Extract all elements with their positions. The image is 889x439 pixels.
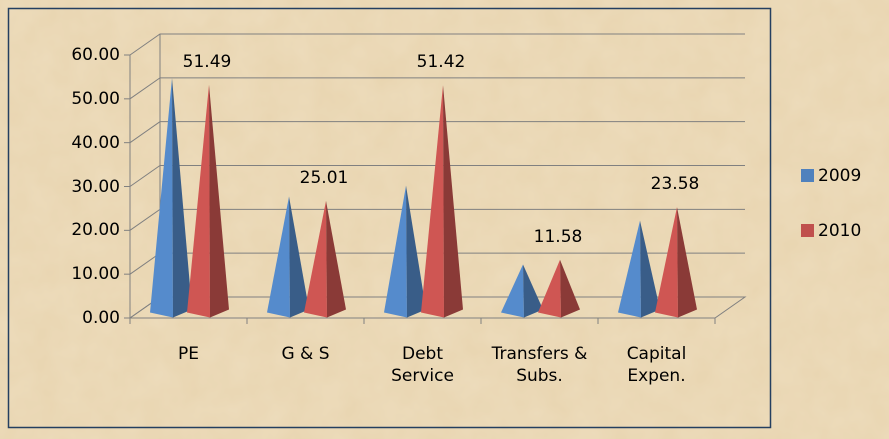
grid-line — [129, 165, 745, 187]
y-tick-label: 10.00 — [71, 264, 120, 285]
pyramid-face-lit — [267, 196, 290, 318]
pyramid-face-shade — [523, 264, 543, 318]
pyramid-face-shade — [172, 78, 192, 318]
grid-line — [129, 77, 745, 100]
legend-swatch — [801, 224, 814, 237]
y-tick-label: 50.00 — [71, 88, 120, 109]
pyramid — [384, 185, 426, 318]
pyramid — [267, 196, 309, 318]
pyramid — [304, 200, 346, 318]
pyramid-face-lit — [304, 200, 327, 318]
pyramid — [150, 78, 192, 318]
pyramid-face-lit — [150, 78, 173, 318]
data-label: 25.01 — [299, 167, 349, 188]
pyramid — [618, 220, 660, 318]
y-tick-label: 40.00 — [71, 132, 120, 153]
data-label: 51.42 — [416, 52, 466, 73]
grid-line — [129, 33, 745, 56]
pyramid-face-shade — [677, 207, 697, 318]
pyramid-face-lit — [421, 85, 444, 318]
x-tick-label: Debt Service — [391, 344, 454, 386]
pyramid-face-shade — [406, 185, 426, 318]
x-tick-label: Transfers & Subs. — [491, 344, 588, 386]
pyramid-face-lit — [618, 220, 641, 318]
plot-border — [7, 7, 772, 429]
pyramid-face-lit — [384, 185, 407, 318]
pyramid-face-shade — [560, 259, 580, 318]
data-label: 51.49 — [182, 51, 232, 72]
pyramid — [538, 259, 580, 318]
x-tick-label: Capital Expen. — [626, 344, 687, 386]
pyramid — [501, 264, 543, 318]
y-tick-label: 30.00 — [71, 176, 120, 197]
pyramid-face-lit — [187, 84, 210, 318]
pyramid-face-lit — [538, 259, 561, 318]
y-tick-label: 0.00 — [82, 308, 120, 328]
data-label: 11.58 — [533, 226, 583, 247]
legend-label: 2010 — [818, 221, 862, 241]
legend-swatch — [801, 169, 814, 182]
y-tick-label: 20.00 — [71, 220, 120, 241]
legend-label: 2009 — [818, 166, 862, 186]
x-tick-label: G & S — [281, 344, 330, 364]
x-tick-label: PE — [178, 344, 199, 364]
pyramid-face-shade — [209, 84, 229, 318]
pyramid-face-shade — [289, 196, 309, 318]
pyramid — [421, 85, 463, 318]
y-tick-label: 60.00 — [71, 45, 120, 65]
pyramid — [655, 207, 697, 318]
pyramid-face-shade — [443, 85, 463, 318]
pyramid-face-shade — [326, 200, 346, 318]
grid-line — [129, 121, 745, 144]
pyramid-face-lit — [501, 264, 524, 318]
pyramid-face-shade — [640, 220, 660, 318]
data-label: 23.58 — [650, 174, 700, 195]
pyramid — [187, 84, 229, 318]
pyramid-face-lit — [655, 207, 678, 318]
